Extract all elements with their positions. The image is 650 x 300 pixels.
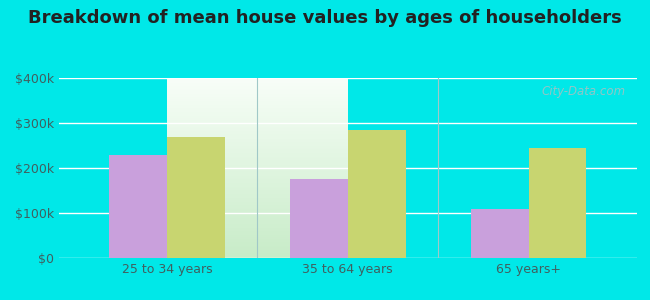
Bar <box>167 136 225 258</box>
Bar <box>528 148 586 258</box>
Bar <box>471 208 528 258</box>
Text: Breakdown of mean house values by ages of householders: Breakdown of mean house values by ages o… <box>28 9 622 27</box>
Bar <box>109 154 167 258</box>
Bar <box>290 179 348 258</box>
Text: City-Data.com: City-Data.com <box>541 85 625 98</box>
Bar <box>348 130 406 258</box>
